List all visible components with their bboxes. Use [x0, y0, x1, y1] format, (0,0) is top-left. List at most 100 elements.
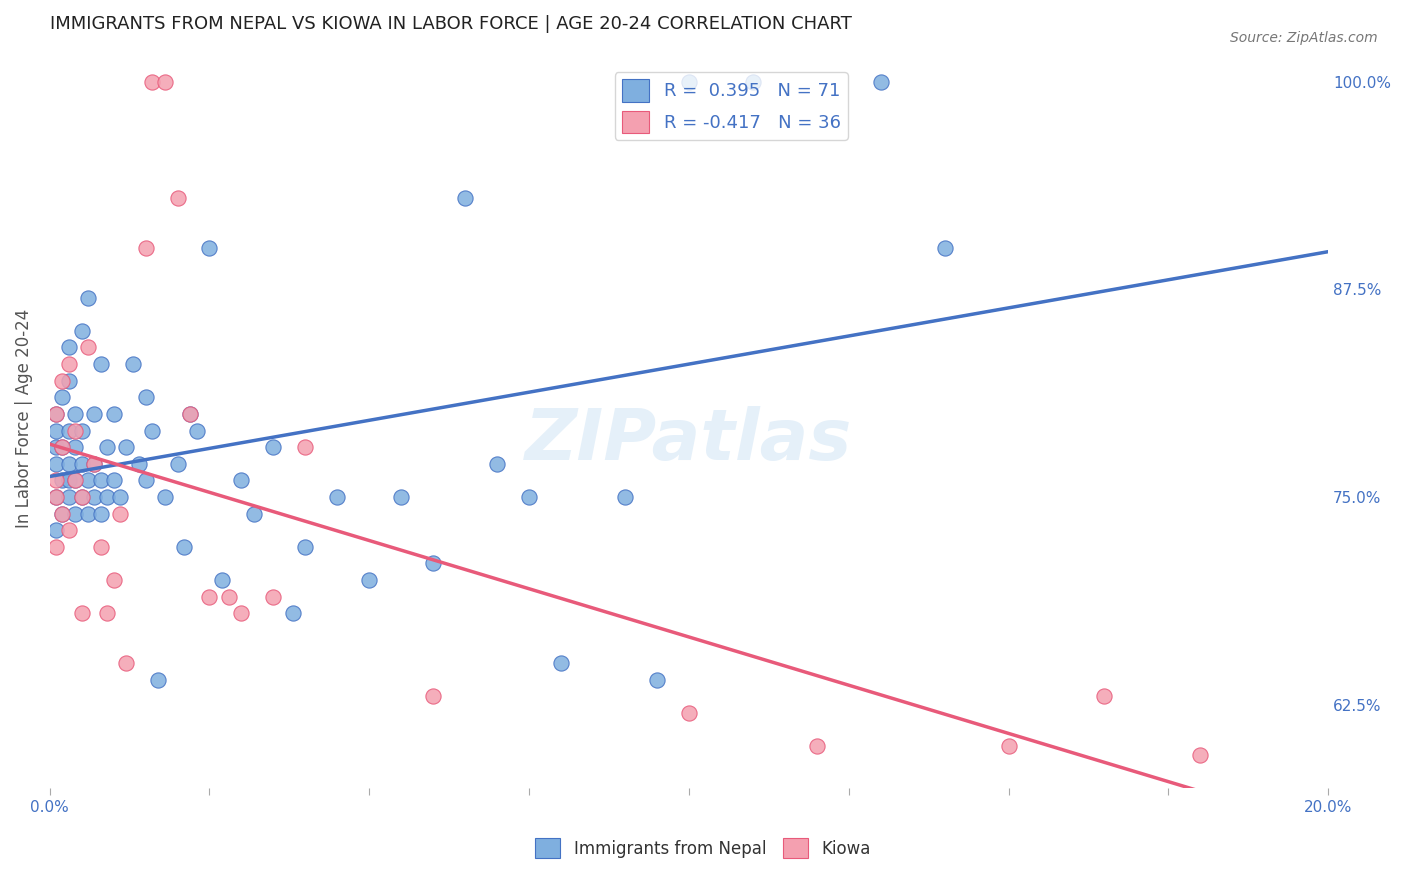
Point	[231, 474, 253, 488]
Point	[179, 407, 201, 421]
Point	[103, 573, 125, 587]
Point	[198, 590, 221, 604]
Point	[58, 374, 80, 388]
Text: IMMIGRANTS FROM NEPAL VS KIOWA IN LABOR FORCE | AGE 20-24 CORRELATION CHART: IMMIGRANTS FROM NEPAL VS KIOWA IN LABOR …	[49, 15, 852, 33]
Point	[486, 457, 509, 471]
Point	[326, 490, 349, 504]
Point	[108, 507, 131, 521]
Point	[83, 457, 105, 471]
Point	[115, 440, 138, 454]
Point	[70, 490, 93, 504]
Point	[51, 374, 73, 388]
Point	[58, 357, 80, 371]
Point	[198, 241, 221, 255]
Point	[58, 490, 80, 504]
Point	[58, 457, 80, 471]
Point	[869, 75, 891, 89]
Point	[65, 424, 87, 438]
Point	[96, 440, 118, 454]
Point	[741, 75, 763, 89]
Point	[614, 490, 637, 504]
Point	[517, 490, 540, 504]
Point	[45, 407, 67, 421]
Point	[51, 474, 73, 488]
Point	[1092, 690, 1115, 704]
Point	[58, 341, 80, 355]
Point	[153, 75, 176, 89]
Point	[173, 540, 195, 554]
Point	[359, 573, 381, 587]
Point	[58, 523, 80, 537]
Point	[678, 706, 700, 720]
Point	[422, 690, 444, 704]
Point	[108, 490, 131, 504]
Point	[211, 573, 233, 587]
Point	[135, 474, 157, 488]
Point	[65, 474, 87, 488]
Point	[934, 241, 956, 255]
Point	[45, 523, 67, 537]
Point	[77, 474, 100, 488]
Point	[70, 607, 93, 621]
Point	[65, 474, 87, 488]
Point	[83, 490, 105, 504]
Y-axis label: In Labor Force | Age 20-24: In Labor Force | Age 20-24	[15, 309, 32, 528]
Point	[83, 457, 105, 471]
Point	[294, 440, 316, 454]
Point	[422, 557, 444, 571]
Text: ZIPatlas: ZIPatlas	[526, 406, 852, 475]
Point	[70, 424, 93, 438]
Point	[45, 474, 67, 488]
Point	[45, 440, 67, 454]
Point	[45, 424, 67, 438]
Point	[148, 673, 170, 687]
Point	[51, 507, 73, 521]
Point	[70, 457, 93, 471]
Point	[96, 490, 118, 504]
Point	[70, 324, 93, 338]
Point	[997, 739, 1019, 754]
Point	[115, 656, 138, 670]
Point	[70, 490, 93, 504]
Point	[128, 457, 150, 471]
Point	[77, 341, 100, 355]
Point	[166, 191, 188, 205]
Point	[186, 424, 208, 438]
Point	[294, 540, 316, 554]
Point	[243, 507, 266, 521]
Point	[166, 457, 188, 471]
Point	[77, 507, 100, 521]
Point	[103, 474, 125, 488]
Point	[90, 357, 112, 371]
Point	[51, 507, 73, 521]
Point	[83, 407, 105, 421]
Point	[45, 407, 67, 421]
Point	[1189, 747, 1212, 762]
Point	[141, 75, 163, 89]
Point	[454, 191, 477, 205]
Point	[218, 590, 240, 604]
Point	[51, 440, 73, 454]
Point	[77, 291, 100, 305]
Point	[135, 390, 157, 404]
Point	[45, 490, 67, 504]
Point	[806, 739, 828, 754]
Point	[51, 390, 73, 404]
Point	[179, 407, 201, 421]
Point	[51, 440, 73, 454]
Point	[141, 424, 163, 438]
Point	[103, 407, 125, 421]
Point	[281, 607, 304, 621]
Point	[45, 540, 67, 554]
Point	[45, 457, 67, 471]
Point	[153, 490, 176, 504]
Point	[389, 490, 412, 504]
Point	[90, 540, 112, 554]
Point	[121, 357, 143, 371]
Point	[96, 607, 118, 621]
Point	[550, 656, 572, 670]
Point	[65, 407, 87, 421]
Point	[678, 75, 700, 89]
Point	[45, 490, 67, 504]
Point	[90, 507, 112, 521]
